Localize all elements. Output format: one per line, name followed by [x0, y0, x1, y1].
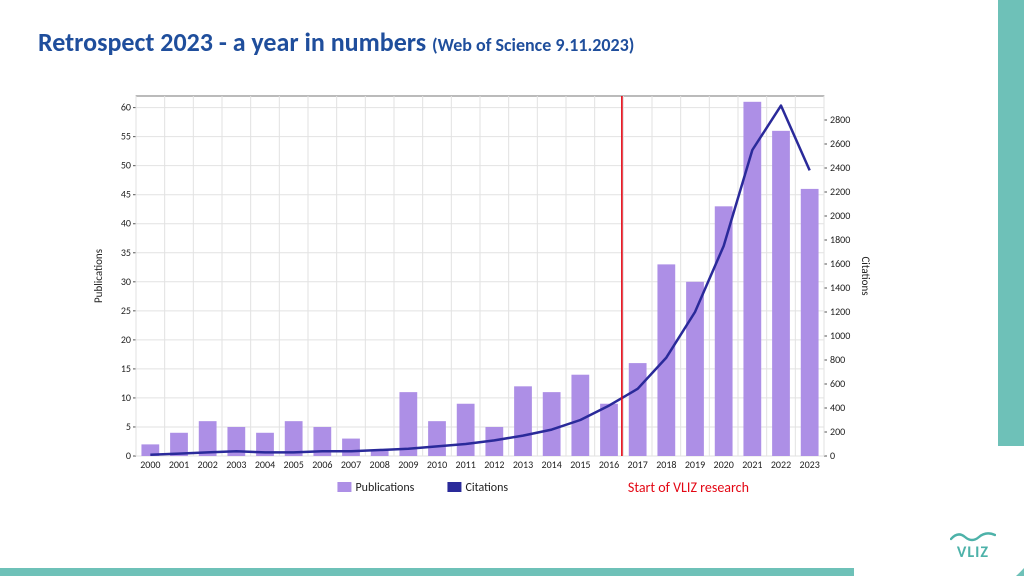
brand-corner-curve	[854, 446, 1024, 576]
svg-text:1800: 1800	[830, 233, 850, 246]
svg-text:2018: 2018	[656, 458, 676, 471]
svg-text:2008: 2008	[370, 458, 390, 471]
svg-text:2019: 2019	[685, 458, 705, 471]
svg-text:1000: 1000	[830, 329, 850, 342]
page-title: Retrospect 2023 - a year in numbers (Web…	[38, 26, 634, 58]
svg-text:55: 55	[121, 130, 131, 143]
svg-text:Publications: Publications	[355, 481, 414, 495]
svg-text:2015: 2015	[570, 458, 590, 471]
svg-text:15: 15	[121, 362, 131, 375]
svg-text:2023: 2023	[800, 458, 820, 471]
svg-text:0: 0	[126, 449, 131, 462]
svg-text:2600: 2600	[830, 137, 850, 150]
svg-text:2020: 2020	[714, 458, 734, 471]
svg-text:800: 800	[830, 353, 845, 366]
svg-text:1600: 1600	[830, 257, 850, 270]
svg-text:2000: 2000	[140, 458, 160, 471]
svg-text:2000: 2000	[830, 209, 850, 222]
svg-text:2021: 2021	[742, 458, 762, 471]
svg-text:200: 200	[830, 425, 845, 438]
svg-text:Start of VLIZ research: Start of VLIZ research	[628, 479, 749, 496]
svg-text:2400: 2400	[830, 161, 850, 174]
svg-text:2022: 2022	[771, 458, 791, 471]
svg-text:2005: 2005	[284, 458, 304, 471]
svg-text:2800: 2800	[830, 113, 850, 126]
svg-text:25: 25	[121, 304, 131, 317]
svg-text:2017: 2017	[628, 458, 648, 471]
svg-text:1400: 1400	[830, 281, 850, 294]
svg-text:2011: 2011	[456, 458, 476, 471]
svg-text:2006: 2006	[312, 458, 332, 471]
title-sub: (Web of Science 9.11.2023)	[432, 34, 634, 56]
svg-text:2010: 2010	[427, 458, 447, 471]
svg-text:2001: 2001	[169, 458, 189, 471]
svg-text:35: 35	[121, 246, 131, 259]
svg-text:40: 40	[121, 217, 131, 230]
chart-container: 0510152025303540455055600200400600800100…	[90, 90, 870, 520]
svg-text:5: 5	[126, 420, 131, 433]
logo-text: VLIZ	[957, 543, 989, 562]
svg-text:2012: 2012	[484, 458, 504, 471]
svg-text:600: 600	[830, 377, 845, 390]
svg-text:Citations: Citations	[859, 256, 870, 295]
svg-text:20: 20	[121, 333, 131, 346]
svg-text:0: 0	[830, 449, 835, 462]
svg-text:400: 400	[830, 401, 845, 414]
vliz-logo: VLIZ	[950, 529, 996, 562]
svg-text:2007: 2007	[341, 458, 361, 471]
svg-text:2200: 2200	[830, 185, 850, 198]
svg-text:10: 10	[121, 391, 131, 404]
svg-text:Citations: Citations	[465, 481, 508, 495]
svg-text:2014: 2014	[542, 458, 562, 471]
svg-text:50: 50	[121, 159, 131, 172]
slide-root: Retrospect 2023 - a year in numbers (Web…	[0, 0, 1024, 576]
svg-text:30: 30	[121, 275, 131, 288]
svg-text:2004: 2004	[255, 458, 275, 471]
chart-svg: 0510152025303540455055600200400600800100…	[90, 90, 870, 520]
svg-text:2009: 2009	[398, 458, 418, 471]
svg-text:Publications: Publications	[92, 249, 105, 303]
svg-text:2003: 2003	[226, 458, 246, 471]
svg-text:2002: 2002	[198, 458, 218, 471]
svg-text:60: 60	[121, 101, 131, 114]
wave-icon	[950, 529, 996, 543]
svg-text:45: 45	[121, 188, 131, 201]
svg-text:2016: 2016	[599, 458, 619, 471]
svg-text:1200: 1200	[830, 305, 850, 318]
title-main: Retrospect 2023 - a year in numbers	[38, 26, 432, 58]
svg-text:2013: 2013	[513, 458, 533, 471]
